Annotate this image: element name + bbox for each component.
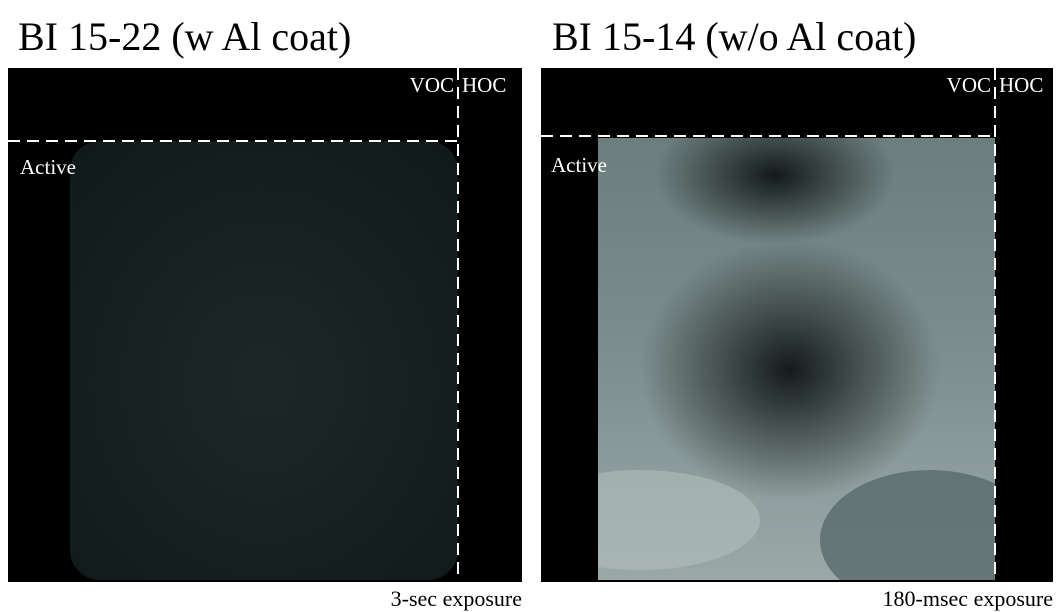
hoc-label: HOC [999,73,1043,97]
active-label: Active [20,155,76,179]
caption: 3-sec exposure [391,586,522,611]
voc-label: VOC [947,73,991,97]
active-label: Active [551,153,607,177]
shadow-region [820,470,995,580]
sensor-image [70,141,458,580]
dark-region [640,240,940,500]
hoc-label: HOC [462,73,506,97]
sensor-image [598,138,995,580]
panel-title: BI 15-22 (w Al coat) [18,14,351,59]
panel-title: BI 15-14 (w/o Al coat) [552,14,916,59]
voc-label: VOC [410,73,454,97]
dark-region [655,138,895,245]
bright-region [598,470,760,570]
caption: 180-msec exposure [883,586,1053,611]
